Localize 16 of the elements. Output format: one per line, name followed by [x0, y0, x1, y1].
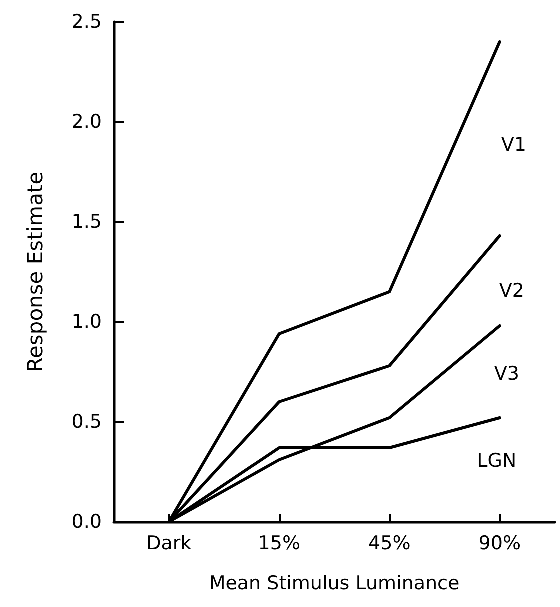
y-tick-label: 0.0	[72, 511, 102, 533]
series-label: V3	[494, 363, 520, 385]
x-tick-label: 90%	[478, 532, 521, 554]
x-tick-label: Dark	[146, 532, 192, 554]
y-axis-title: Response Estimate	[24, 172, 48, 372]
x-tick-label: 15%	[258, 532, 300, 554]
y-tick-label: 0.5	[72, 411, 102, 433]
x-tick-label: 45%	[368, 532, 411, 554]
y-tick-label: 1.5	[72, 211, 102, 233]
x-axis-title: Mean Stimulus Luminance	[209, 572, 460, 594]
y-tick-label: 2.5	[72, 11, 102, 33]
series-label: LGN	[477, 450, 517, 472]
series-label: V2	[499, 280, 524, 302]
y-tick-label: 1.0	[72, 311, 102, 333]
y-tick-label: 2.0	[72, 111, 102, 133]
text: V1	[501, 134, 526, 156]
